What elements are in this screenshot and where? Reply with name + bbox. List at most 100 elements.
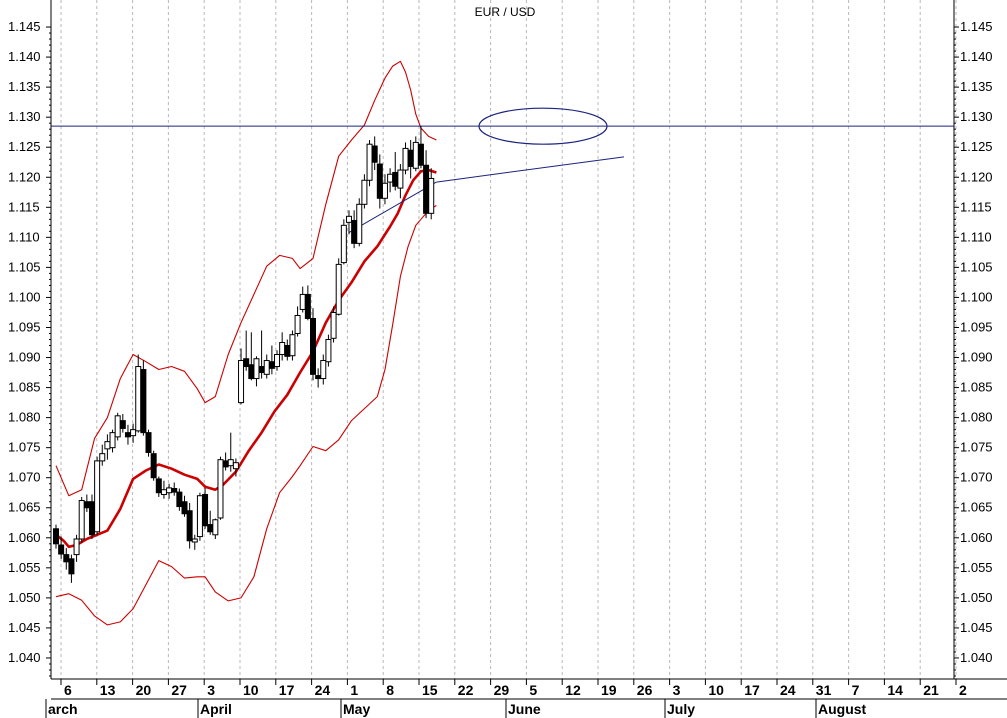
candle-body-up — [263, 360, 270, 375]
x-tick-label: 8 — [386, 682, 394, 698]
candle — [428, 168, 435, 220]
x-tick-label: 3 — [673, 682, 681, 698]
y-tick-label: 1.065 — [8, 500, 41, 515]
candle-body-down — [176, 491, 183, 508]
y-tick-label: 1.080 — [960, 410, 993, 425]
candle-body-up — [402, 147, 409, 171]
candle — [217, 456, 224, 520]
y-tick-label: 1.130 — [8, 109, 41, 124]
candle — [361, 174, 368, 209]
candle-body-up — [387, 173, 394, 183]
candle-body-down — [423, 164, 430, 214]
candle-body-up — [135, 366, 142, 432]
candle-body-down — [304, 293, 311, 319]
candle — [371, 136, 378, 171]
candle — [191, 534, 198, 550]
candle-body-up — [335, 263, 342, 315]
candle — [186, 502, 193, 549]
candle — [294, 306, 301, 337]
candle — [330, 306, 337, 343]
y-tick-label: 1.130 — [960, 109, 993, 124]
candle-body-down — [171, 488, 178, 493]
candle-body-down — [53, 528, 59, 545]
candle — [232, 458, 239, 477]
candle-body-down — [351, 220, 358, 244]
candle-body-down — [186, 510, 193, 542]
y-tick-label: 1.055 — [960, 560, 993, 575]
y-tick-label: 1.115 — [8, 199, 40, 214]
candle — [320, 354, 327, 385]
x-tick-label: 2 — [959, 682, 967, 698]
trendline — [348, 181, 437, 233]
candle-body-up — [412, 141, 419, 169]
y-tick-label: 1.145 — [960, 19, 993, 34]
candle-body-up — [160, 489, 167, 496]
candle-body-up — [73, 538, 80, 556]
candle-body-up — [253, 358, 260, 380]
candle-body-down — [407, 149, 414, 167]
month-label: May — [343, 701, 370, 717]
candle — [68, 554, 75, 583]
candle — [73, 534, 80, 562]
candle — [171, 482, 178, 496]
candle-body-down — [207, 524, 214, 533]
y-tick-label: 1.080 — [8, 410, 41, 425]
candle — [145, 429, 152, 457]
bollinger-upper-line — [55, 60, 437, 497]
candle-body-up — [340, 224, 347, 264]
candle-body-up — [320, 360, 327, 380]
candle-body-down — [248, 364, 255, 380]
candle-body-down — [417, 143, 424, 166]
y-axis-right: 1.040 1.045 1.050 1.055 1.060 1.065 1.070 1.075… — [954, 19, 993, 677]
y-tick-label: 1.095 — [960, 319, 993, 334]
candle — [243, 330, 250, 371]
y-tick-label: 1.065 — [960, 500, 993, 515]
x-tick-label: 10 — [708, 682, 724, 698]
candle-body-up — [289, 334, 296, 357]
candle-body-down — [268, 361, 275, 369]
x-tick-label: 27 — [171, 682, 187, 698]
x-tick-label: 31 — [816, 682, 832, 698]
candle — [345, 210, 352, 235]
candle — [150, 450, 157, 481]
y-tick-label: 1.105 — [960, 259, 993, 274]
candle-body-down — [284, 345, 291, 357]
x-tick-label: 10 — [243, 682, 259, 698]
candle-body-down — [202, 494, 209, 527]
candle-body-down — [83, 501, 90, 509]
candle-body-down — [315, 375, 322, 380]
candle — [53, 524, 59, 549]
candle — [335, 258, 342, 316]
candle — [94, 456, 101, 535]
candle — [310, 308, 316, 381]
candle-body-up — [196, 495, 203, 538]
y-tick-label: 1.140 — [960, 49, 993, 64]
x-tick-label: 13 — [100, 682, 116, 698]
y-tick-label: 1.120 — [960, 169, 993, 184]
candle — [109, 429, 116, 453]
y-tick-label: 1.055 — [8, 560, 41, 575]
candle-body-down — [58, 544, 65, 555]
y-tick-label: 1.045 — [960, 620, 993, 635]
y-tick-label: 1.100 — [8, 289, 41, 304]
y-axis-left: 1.040 1.045 1.050 1.055 1.060 1.065 1.070 1.075… — [8, 19, 51, 677]
candle — [181, 495, 188, 517]
candle — [114, 412, 121, 441]
month-label: August — [818, 701, 867, 717]
candle — [212, 518, 219, 539]
candle-body-up — [232, 462, 239, 470]
y-tick-label: 1.115 — [960, 199, 992, 214]
candle-body-up — [428, 177, 435, 214]
x-tick-label: 22 — [458, 682, 474, 698]
x-axis: 6 13 20 27 3 10 17 24 1 8 15 22 29 5 12 19 26 3 10 17 24 31 7 1… — [60, 679, 967, 698]
y-tick-label: 1.125 — [8, 139, 41, 154]
candle-body-up — [279, 342, 286, 356]
candle-body-down — [63, 554, 70, 563]
y-tick-label: 1.120 — [8, 169, 41, 184]
candle — [366, 140, 373, 187]
candle — [155, 476, 162, 497]
candle — [340, 219, 347, 265]
x-tick-label: 24 — [315, 682, 331, 698]
